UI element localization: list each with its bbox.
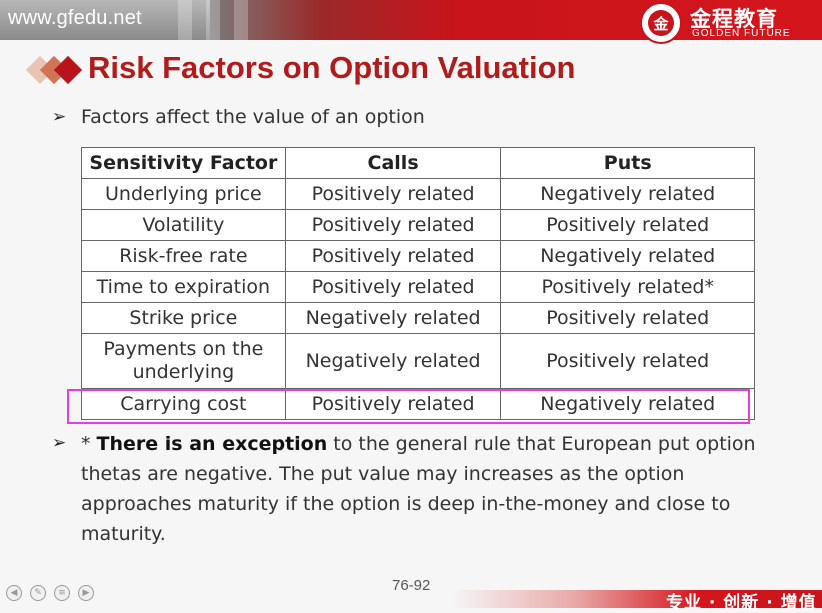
factor-cell: Risk-free rate: [81, 240, 286, 272]
table-row: Carrying cost Positively related Negativ…: [81, 388, 755, 420]
bullet-arrow-icon: ➢: [52, 107, 67, 127]
note-prefix: *: [81, 433, 97, 455]
site-url: www.gfedu.net: [8, 7, 142, 29]
factor-cell: Underlying price: [81, 178, 286, 210]
factor-cell: Payments on the underlying: [81, 333, 286, 389]
factor-cell: Volatility: [81, 209, 286, 241]
top-banner: www.gfedu.net 金 金程教育 GOLDEN FUTURE: [0, 0, 822, 44]
calls-cell: Positively related: [284, 240, 502, 272]
puts-cell: Negatively related: [500, 178, 755, 210]
brand-name-en: GOLDEN FUTURE: [692, 28, 791, 39]
footer-bar: [0, 590, 822, 608]
puts-cell: Negatively related: [500, 388, 755, 420]
note-rest: to the general rule that European put op…: [81, 433, 756, 545]
factor-cell: Strike price: [81, 302, 286, 334]
calls-cell: Positively related: [284, 388, 502, 420]
note-bold: There is an exception: [96, 433, 328, 455]
brand-logo-icon: 金: [640, 2, 682, 44]
table-row: Underlying price Positively related Nega…: [81, 178, 755, 210]
slide-nav-controls: ◀ ✎ ≡ ▶: [6, 585, 94, 601]
puts-cell: Positively related: [500, 209, 755, 241]
banner-right: [210, 0, 822, 40]
prev-slide-icon[interactable]: ◀: [6, 585, 22, 601]
factor-cell: Time to expiration: [81, 271, 286, 303]
header-calls: Calls: [284, 147, 502, 179]
page-number: 76-92: [392, 577, 431, 594]
table-row: Volatility Positively related Positively…: [81, 209, 755, 241]
puts-cell: Positively related: [500, 302, 755, 334]
calls-cell: Negatively related: [284, 302, 502, 334]
header-puts: Puts: [500, 147, 755, 179]
table-row: Payments on the underlying Negatively re…: [81, 333, 755, 389]
table-row: Time to expiration Positively related Po…: [81, 271, 755, 303]
banner-left: [0, 0, 210, 40]
table-row: Strike price Negatively related Positive…: [81, 302, 755, 334]
calls-cell: Negatively related: [284, 333, 502, 389]
title-diamonds-icon: [24, 52, 84, 88]
slide-title: Risk Factors on Option Valuation: [88, 50, 576, 85]
bullet-arrow-icon: ➢: [52, 433, 67, 453]
footer-slogan: 专业 · 创新 · 增值: [666, 593, 817, 613]
header-factor: Sensitivity Factor: [81, 147, 286, 179]
sensitivity-table: Sensitivity Factor Calls Puts Underlying…: [81, 147, 755, 420]
calls-cell: Positively related: [284, 178, 502, 210]
pen-tool-icon[interactable]: ✎: [30, 585, 46, 601]
calls-cell: Positively related: [284, 209, 502, 241]
exception-note: * There is an exception to the general r…: [81, 429, 781, 549]
brand-name-cn: 金程教育: [690, 7, 778, 31]
bullet-text: Factors affect the value of an option: [81, 106, 425, 128]
puts-cell: Positively related: [500, 333, 755, 389]
calls-cell: Positively related: [284, 271, 502, 303]
next-slide-icon[interactable]: ▶: [78, 585, 94, 601]
brand-logo-glyph: 金: [648, 10, 674, 36]
factor-cell: Carrying cost: [81, 388, 286, 420]
table-row: Risk-free rate Positively related Negati…: [81, 240, 755, 272]
table-header-row: Sensitivity Factor Calls Puts: [81, 147, 755, 179]
puts-cell: Positively related*: [500, 271, 755, 303]
menu-icon[interactable]: ≡: [54, 585, 70, 601]
puts-cell: Negatively related: [500, 240, 755, 272]
